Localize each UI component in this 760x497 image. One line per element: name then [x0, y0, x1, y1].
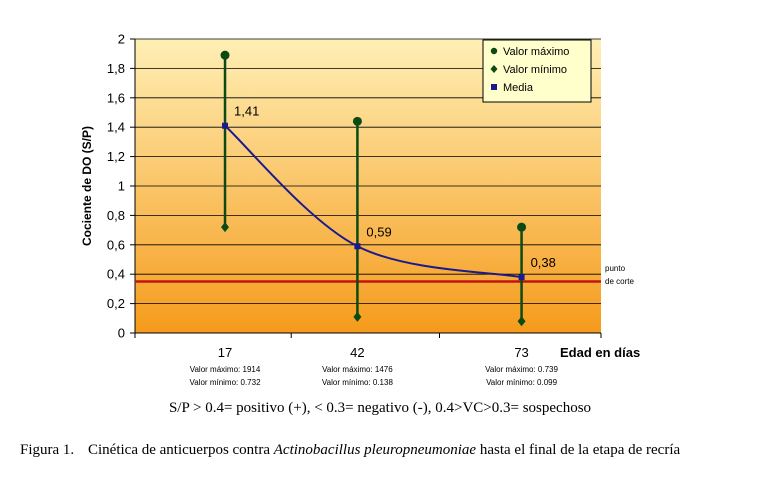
x-tick-label: 73	[514, 345, 528, 360]
note-min: Valor mínimo: 0.732	[190, 378, 262, 387]
y-tick-label: 1,8	[107, 61, 125, 76]
criteria-text: S/P > 0.4= positivo (+), < 0.3= negativo…	[168, 400, 592, 416]
mean-point	[222, 122, 229, 129]
legend-max-label: Valor máximo	[503, 46, 569, 58]
note-min: Valor mínimo: 0.099	[486, 378, 558, 387]
y-tick-label: 0,6	[107, 237, 125, 252]
legend-mean-label: Media	[503, 82, 534, 94]
max-point	[220, 50, 230, 60]
max-point	[352, 116, 362, 126]
x-tick-label: 17	[218, 345, 232, 360]
mean-point	[354, 243, 361, 250]
legend: Valor máximo Valor mínimo Media	[482, 39, 592, 103]
caption-label: Figura 1.	[20, 442, 75, 458]
y-tick-label: 2	[118, 32, 125, 47]
legend-max-marker	[490, 47, 498, 55]
y-tick-label: 1,6	[107, 90, 125, 105]
caption-species: Actinobacillus pleuropneumoniae	[273, 442, 477, 458]
min-point	[353, 311, 362, 322]
y-tick-label: 0,8	[107, 208, 125, 223]
note-max: Valor máximo: 0.739	[485, 365, 558, 374]
legend-min-marker	[490, 65, 498, 73]
y-tick-label: 1	[118, 179, 125, 194]
caption-text-before: Cinética de anticuerpos contra	[88, 442, 274, 458]
cutoff-label-1: punto	[605, 264, 626, 273]
y-tick-label: 0,4	[107, 267, 125, 282]
mean-data-label: 1,41	[234, 104, 259, 119]
cutoff-label-2: de corte	[605, 277, 634, 286]
y-tick-label: 1,4	[107, 120, 125, 135]
note-max: Valor máximo: 1914	[190, 365, 261, 374]
note-max: Valor máximo: 1476	[322, 365, 393, 374]
x-axis-title: Edad en días	[560, 345, 640, 360]
mean-data-label: 0,59	[366, 224, 391, 239]
mean-data-label: 0,38	[531, 255, 556, 270]
note-min: Valor mínimo: 0.138	[322, 378, 394, 387]
min-point	[221, 222, 230, 233]
mean-point	[518, 274, 525, 281]
legend-mean-marker	[491, 84, 497, 90]
y-axis-title: Cociente de DO (S/P)	[80, 126, 94, 246]
legend-box	[482, 39, 592, 103]
caption-text-after: hasta el final de la etapa de recría	[476, 442, 681, 458]
chart: 0 0,2 0,4 0,6 0,8 1 1,2 1,4 1,6 1,8 2 17 42 73 Cocie…	[80, 32, 640, 388]
min-point	[517, 316, 526, 327]
caption-body: Cinética de anticuerpos contra Actinobac…	[88, 440, 748, 460]
y-tick-label: 0,2	[107, 296, 125, 311]
x-tick-label: 42	[350, 345, 364, 360]
y-tick-label: 0	[118, 326, 125, 341]
y-tick-label: 1,2	[107, 149, 125, 164]
legend-min-label: Valor mínimo	[503, 64, 567, 76]
max-point	[517, 222, 527, 232]
